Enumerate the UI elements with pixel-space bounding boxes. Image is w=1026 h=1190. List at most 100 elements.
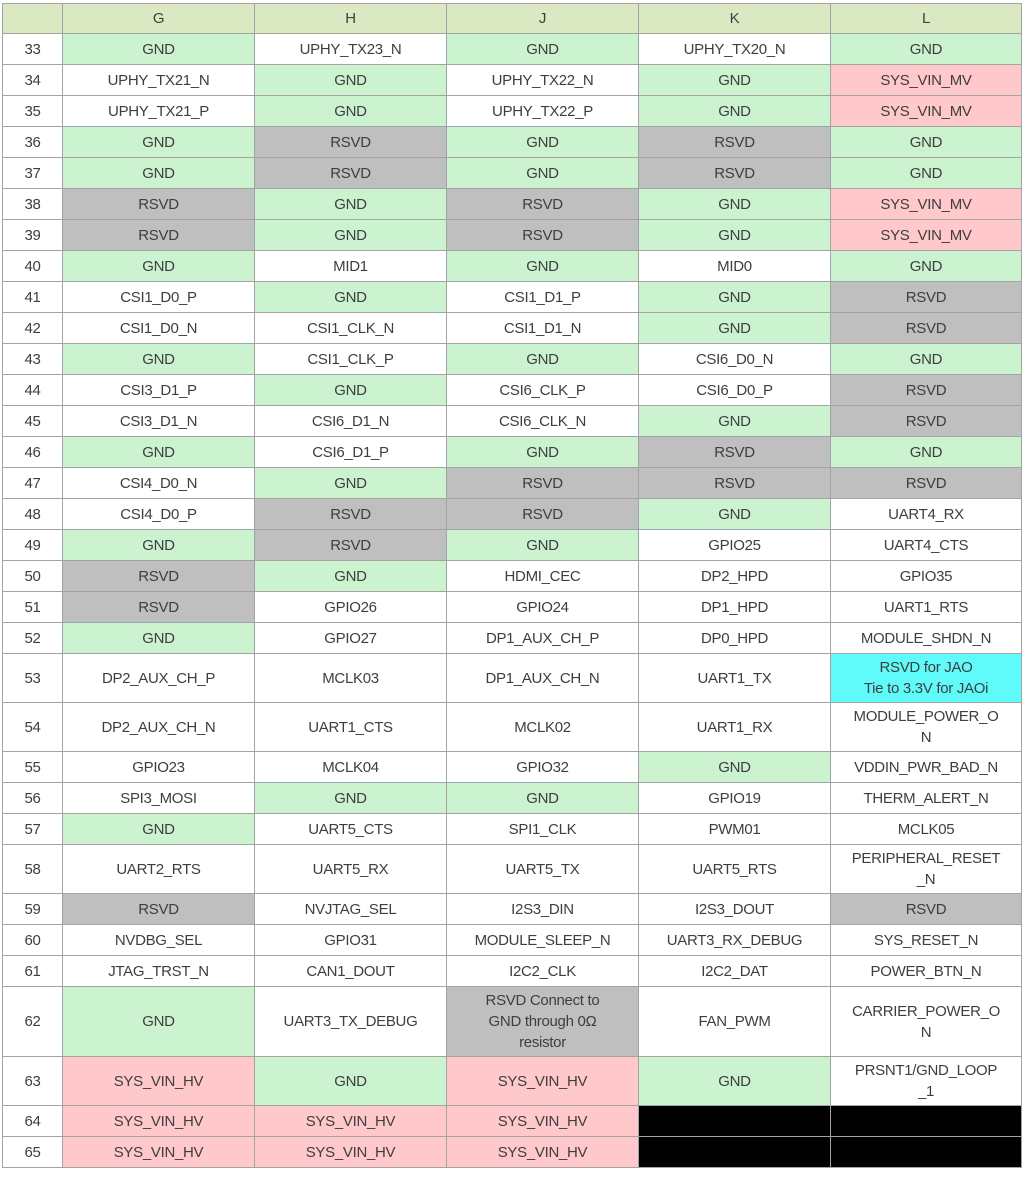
pin-cell: RSVD: [638, 436, 831, 468]
pin-row-number: 42: [2, 312, 63, 344]
pin-cell: GND: [254, 95, 447, 127]
pin-cell: GND: [830, 436, 1022, 468]
pin-cell: DP1_AUX_CH_P: [446, 622, 639, 654]
pin-cell: MID0: [638, 250, 831, 282]
pin-cell: GPIO31: [254, 924, 447, 956]
pin-row-number: 63: [2, 1056, 63, 1106]
pin-cell: GPIO35: [830, 560, 1022, 592]
pin-cell: CSI6_D1_P: [254, 436, 447, 468]
pin-cell: MCLK04: [254, 751, 447, 783]
pin-cell: UPHY_TX21_N: [62, 64, 255, 96]
pin-row-number: 62: [2, 986, 63, 1057]
pin-cell: MODULE_SLEEP_N: [446, 924, 639, 956]
pin-row-number: 47: [2, 467, 63, 499]
pin-cell: DP2_AUX_CH_P: [62, 653, 255, 703]
pin-cell: GND: [62, 529, 255, 561]
pin-row-number: 64: [2, 1105, 63, 1137]
table-row: 48 CSI4_D0_P RSVD RSVD GND UART4_RX: [2, 498, 1022, 530]
pin-cell: CSI4_D0_N: [62, 467, 255, 499]
pin-cell: GND: [830, 126, 1022, 158]
pin-row-number: 55: [2, 751, 63, 783]
pin-cell: GND: [830, 343, 1022, 375]
pin-cell: GND: [254, 188, 447, 220]
pin-row-number: 45: [2, 405, 63, 437]
pin-row-number: 35: [2, 95, 63, 127]
pin-cell: CSI6_CLK_P: [446, 374, 639, 406]
pin-cell: CSI1_D1_N: [446, 312, 639, 344]
pin-cell: GND: [254, 219, 447, 251]
pin-cell: GND: [830, 33, 1022, 65]
pin-cell: I2C2_CLK: [446, 955, 639, 987]
pin-cell: GND: [638, 405, 831, 437]
pin-cell: SYS_VIN_HV: [254, 1136, 447, 1168]
pin-cell: GND: [638, 64, 831, 96]
pin-cell: GND: [638, 188, 831, 220]
pin-cell: FAN_PWM: [638, 986, 831, 1057]
table-row: 41 CSI1_D0_P GND CSI1_D1_P GND RSVD: [2, 281, 1022, 313]
pin-cell: SYS_VIN_MV: [830, 64, 1022, 96]
pin-row-number: 60: [2, 924, 63, 956]
pin-cell: GND: [446, 126, 639, 158]
table-row: 49 GND RSVD GND GPIO25 UART4_CTS: [2, 529, 1022, 561]
pin-cell: PWM01: [638, 813, 831, 845]
pinout-table: G H J K L 33 GND UPHY_TX23_N GND UPHY_TX20_N…: [2, 3, 1022, 1168]
pin-cell: CSI3_D1_P: [62, 374, 255, 406]
table-row: 40 GND MID1 GND MID0 GND: [2, 250, 1022, 282]
pin-cell: RSVD: [62, 188, 255, 220]
pin-cell: SYS_VIN_HV: [62, 1105, 255, 1137]
pin-cell: UART1_RX: [638, 702, 831, 752]
pin-cell: SYS_VIN_MV: [830, 219, 1022, 251]
pin-cell: CAN1_DOUT: [254, 955, 447, 987]
pin-cell: [638, 1136, 831, 1168]
table-row: 43 GND CSI1_CLK_P GND CSI6_D0_N GND: [2, 343, 1022, 375]
pin-cell: NVJTAG_SEL: [254, 893, 447, 925]
pin-cell: RSVD: [638, 126, 831, 158]
table-row: 64 SYS_VIN_HV SYS_VIN_HV SYS_VIN_HV: [2, 1105, 1022, 1137]
pin-row-number: 39: [2, 219, 63, 251]
pin-cell: RSVD: [830, 405, 1022, 437]
table-row: 57 GND UART5_CTS SPI1_CLK PWM01 MCLK05: [2, 813, 1022, 845]
table-row: 36 GND RSVD GND RSVD GND: [2, 126, 1022, 158]
pin-cell: RSVD: [446, 498, 639, 530]
pin-cell: GND: [62, 250, 255, 282]
table-row: 58 UART2_RTS UART5_RX UART5_TX UART5_RTS PERI…: [2, 844, 1022, 894]
pin-cell: GND: [62, 343, 255, 375]
pin-row-number: 53: [2, 653, 63, 703]
pin-cell: I2C2_DAT: [638, 955, 831, 987]
pin-cell: UART3_RX_DEBUG: [638, 924, 831, 956]
pin-cell: PERIPHERAL_RESET _N: [830, 844, 1022, 894]
column-header-row: G H J K L: [2, 3, 1022, 34]
pin-cell: DP0_HPD: [638, 622, 831, 654]
table-row: 35 UPHY_TX21_P GND UPHY_TX22_P GND SYS_VIN_MV: [2, 95, 1022, 127]
pin-cell: GND: [638, 219, 831, 251]
pin-cell: JTAG_TRST_N: [62, 955, 255, 987]
pin-row-number: 41: [2, 281, 63, 313]
table-row: 62 GND UART3_TX_DEBUG RSVD Connect to GND t…: [2, 986, 1022, 1057]
pin-cell: RSVD: [830, 893, 1022, 925]
pin-cell: GND: [446, 436, 639, 468]
table-row: 46 GND CSI6_D1_P GND RSVD GND: [2, 436, 1022, 468]
pin-cell: CSI1_D0_N: [62, 312, 255, 344]
pin-cell: RSVD: [638, 157, 831, 189]
pin-cell: DP1_AUX_CH_N: [446, 653, 639, 703]
pin-cell: GND: [830, 157, 1022, 189]
pin-cell: RSVD: [446, 188, 639, 220]
pin-cell: DP2_AUX_CH_N: [62, 702, 255, 752]
pin-cell: SYS_VIN_HV: [62, 1136, 255, 1168]
pin-cell: GND: [830, 250, 1022, 282]
pin-row-number: 54: [2, 702, 63, 752]
pin-cell: CSI6_D0_N: [638, 343, 831, 375]
pin-cell: MCLK02: [446, 702, 639, 752]
pin-cell: HDMI_CEC: [446, 560, 639, 592]
table-row: 38 RSVD GND RSVD GND SYS_VIN_MV: [2, 188, 1022, 220]
pin-row-number: 61: [2, 955, 63, 987]
table-row: 54 DP2_AUX_CH_N UART1_CTS MCLK02 UART1_RX MOD…: [2, 702, 1022, 752]
table-row: 44 CSI3_D1_P GND CSI6_CLK_P CSI6_D0_P RSVD: [2, 374, 1022, 406]
pin-cell: GND: [62, 126, 255, 158]
pin-cell: MODULE_SHDN_N: [830, 622, 1022, 654]
pin-cell: GND: [62, 157, 255, 189]
pin-cell: GND: [62, 33, 255, 65]
pin-row-number: 57: [2, 813, 63, 845]
pin-cell: GND: [254, 374, 447, 406]
pin-cell: GND: [62, 436, 255, 468]
